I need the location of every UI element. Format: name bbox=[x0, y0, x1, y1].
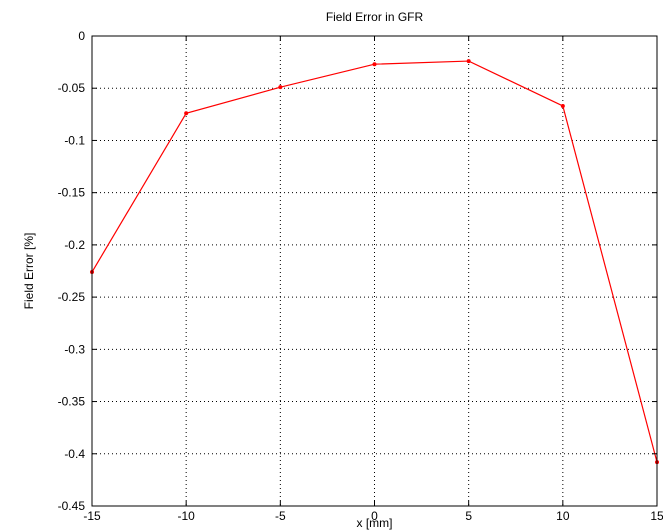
y-tick-label: -0.2 bbox=[64, 238, 85, 252]
x-tick-label: 5 bbox=[465, 509, 472, 523]
x-axis-label: x [mm] bbox=[357, 516, 393, 530]
y-tick-label: 0 bbox=[78, 29, 85, 43]
x-tick-label: -15 bbox=[83, 509, 101, 523]
y-tick-label: -0.35 bbox=[58, 395, 86, 409]
x-tick-label: -5 bbox=[275, 509, 286, 523]
x-tick-label: 15 bbox=[650, 509, 663, 523]
axis-ticks: -15 -10 -5 0 5 10 15 0 -0.05 -0.1 -0.15 -0.2 -0.25 -0… bbox=[58, 29, 663, 523]
x-tick-label: 0 bbox=[371, 509, 378, 523]
y-tick-label: -0.3 bbox=[64, 342, 85, 356]
data-point bbox=[184, 111, 189, 116]
y-tick-label: -0.15 bbox=[58, 186, 86, 200]
data-point bbox=[466, 59, 471, 64]
x-tick-label: -10 bbox=[177, 509, 195, 523]
data-point bbox=[560, 103, 565, 108]
y-tick-label: -0.25 bbox=[58, 290, 86, 304]
y-tick-label: -0.4 bbox=[64, 447, 85, 461]
series-layer bbox=[90, 59, 659, 465]
y-tick-label: -0.1 bbox=[64, 133, 85, 147]
chart-title: Field Error in GFR bbox=[326, 10, 424, 24]
data-point bbox=[278, 85, 283, 90]
y-tick-label: -0.05 bbox=[58, 81, 86, 95]
y-axis-label: Field Error [%] bbox=[22, 233, 36, 310]
y-tick-label: -0.45 bbox=[58, 499, 86, 513]
data-point bbox=[372, 62, 377, 67]
x-tick-label: 10 bbox=[556, 509, 570, 523]
plot-area bbox=[92, 36, 657, 506]
